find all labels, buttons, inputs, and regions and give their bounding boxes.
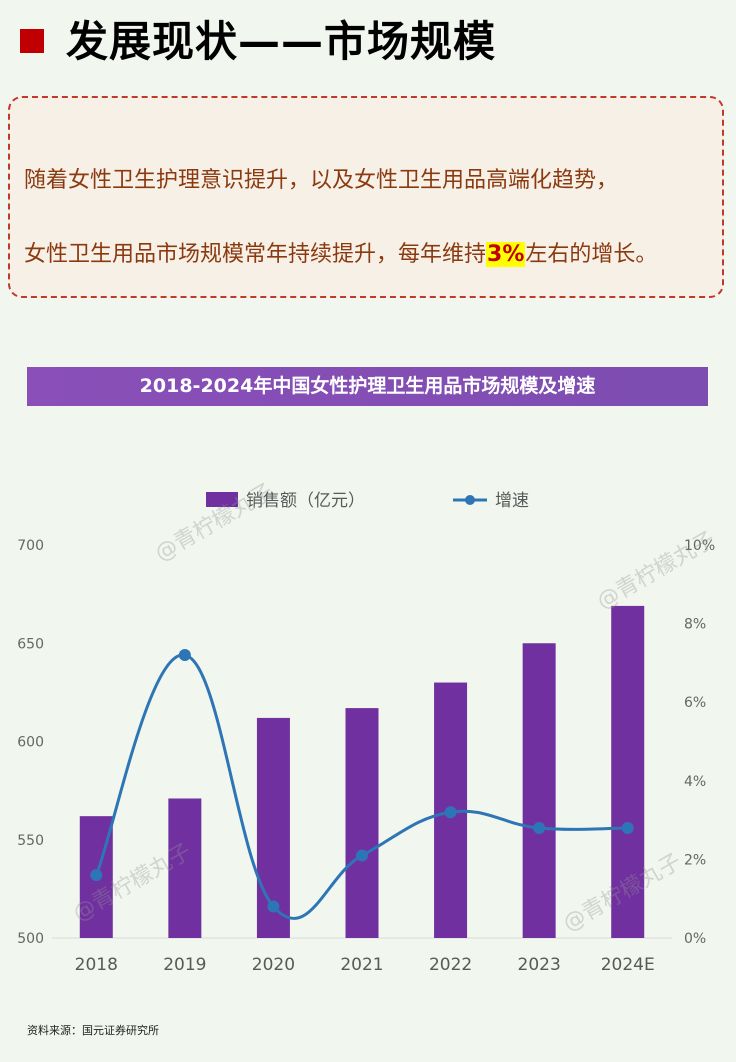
x-tick-label: 2018 (75, 955, 118, 975)
y-left-tick-label: 550 (17, 833, 44, 849)
growth-point (178, 649, 191, 662)
growth-point (533, 821, 546, 834)
growth-point (621, 821, 634, 834)
callout-box: 随着女性卫生护理意识提升，以及女性卫生用品高端化趋势， 女性卫生用品市场规模常年… (8, 96, 724, 298)
y-left-tick-label: 600 (17, 735, 44, 751)
bar (168, 798, 202, 938)
bar (522, 643, 556, 938)
x-tick-label: 2021 (340, 955, 383, 975)
y-right-tick-label: 10% (684, 538, 715, 554)
callout-line-1: 随着女性卫生护理意识提升，以及女性卫生用品高端化趋势， (24, 168, 619, 193)
growth-line (94, 653, 628, 920)
chart-title: 2018-2024年中国女性护理卫生用品市场规模及增速 (27, 367, 708, 406)
growth-point (267, 900, 280, 913)
y-right-tick-label: 0% (684, 931, 706, 947)
page-title: 发展现状——市场规模 (66, 17, 497, 66)
x-tick-label: 2022 (429, 955, 472, 975)
legend-label-bar: 销售额（亿元） (246, 491, 365, 511)
chart: 500 550 600 650 700 0% 2% 4% 6% 8% 10% 2018 2019 2020… (17, 491, 715, 975)
x-tick-label: 2019 (163, 955, 206, 975)
y-left-tick-label: 500 (17, 931, 44, 947)
growth-highlight: 3% (486, 242, 526, 267)
callout-line-2: 女性卫生用品市场规模常年持续提升，每年维持3%左右的增长。 (24, 236, 657, 268)
y-right-tick-label: 6% (684, 695, 706, 711)
legend-swatch-bar (206, 492, 238, 507)
y-right-tick-label: 4% (684, 774, 706, 790)
bar (611, 605, 645, 938)
callout-text-before: 女性卫生用品市场规模常年持续提升，每年维持 (24, 242, 487, 267)
legend-label-line: 增速 (495, 491, 529, 511)
x-tick-label: 2024E (601, 955, 655, 975)
y-right-tick-label: 8% (684, 617, 706, 633)
growth-point (90, 869, 103, 882)
source-note: 资料来源：国元证券研究所 (27, 1024, 159, 1037)
y-left-tick-label: 650 (17, 636, 44, 652)
legend-swatch-marker (465, 495, 475, 505)
y-right-tick-label: 2% (684, 852, 706, 868)
growth-point (444, 806, 457, 819)
y-left-tick-label: 700 (17, 538, 44, 554)
growth-point (356, 849, 368, 862)
title-marker (20, 29, 44, 53)
x-tick-label: 2020 (252, 955, 295, 975)
x-tick-label: 2023 (518, 955, 561, 975)
bar (345, 708, 379, 938)
callout-text-after: 左右的增长。 (525, 242, 658, 267)
